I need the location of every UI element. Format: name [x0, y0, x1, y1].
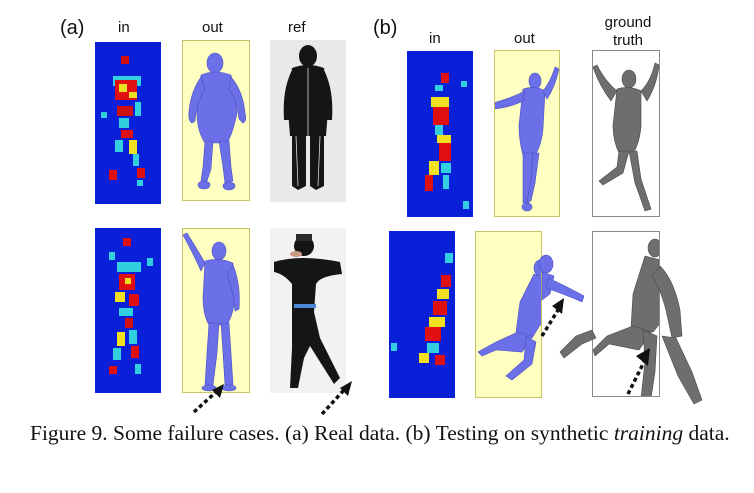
output-mesh-b2-overflow	[520, 250, 590, 310]
output-mesh-a2	[182, 228, 250, 393]
dashed-arrow-icon	[622, 346, 658, 398]
pressure-map-a2	[95, 228, 161, 393]
panel-a-label: (a)	[60, 17, 85, 39]
caption-emphasis: training	[613, 421, 684, 445]
column-header-ref-a: ref	[288, 19, 306, 36]
dashed-arrow-icon	[318, 378, 358, 418]
column-header-in-a: in	[118, 19, 130, 36]
panel-b-label: (b)	[373, 17, 398, 39]
ground-truth-mesh-b1	[592, 50, 660, 217]
reference-photo-a2	[270, 228, 346, 393]
pressure-map-b1	[407, 51, 473, 217]
output-mesh-b1	[494, 50, 560, 217]
pressure-map-b2	[389, 231, 455, 398]
caption-suffix: data.	[683, 421, 730, 445]
column-header-out-b: out	[514, 30, 535, 47]
reference-photo-a1	[270, 40, 346, 202]
output-mesh-a1	[182, 40, 250, 201]
figure-caption: Figure 9. Some failure cases. (a) Real d…	[30, 418, 738, 449]
column-header-in-b: in	[429, 30, 441, 47]
column-header-out-a: out	[202, 19, 223, 36]
output-mesh-b2	[475, 231, 542, 398]
dashed-arrow-icon	[190, 382, 230, 416]
pressure-map-a1	[95, 42, 161, 204]
dashed-arrow-icon	[536, 296, 572, 340]
ground-truth-mesh-b2	[592, 231, 660, 397]
caption-text: Figure 9. Some failure cases. (a) Real d…	[30, 421, 614, 445]
ground-truth-mesh-b2-overflow	[552, 240, 712, 410]
column-header-ground-truth-b: ground truth	[604, 14, 652, 49]
